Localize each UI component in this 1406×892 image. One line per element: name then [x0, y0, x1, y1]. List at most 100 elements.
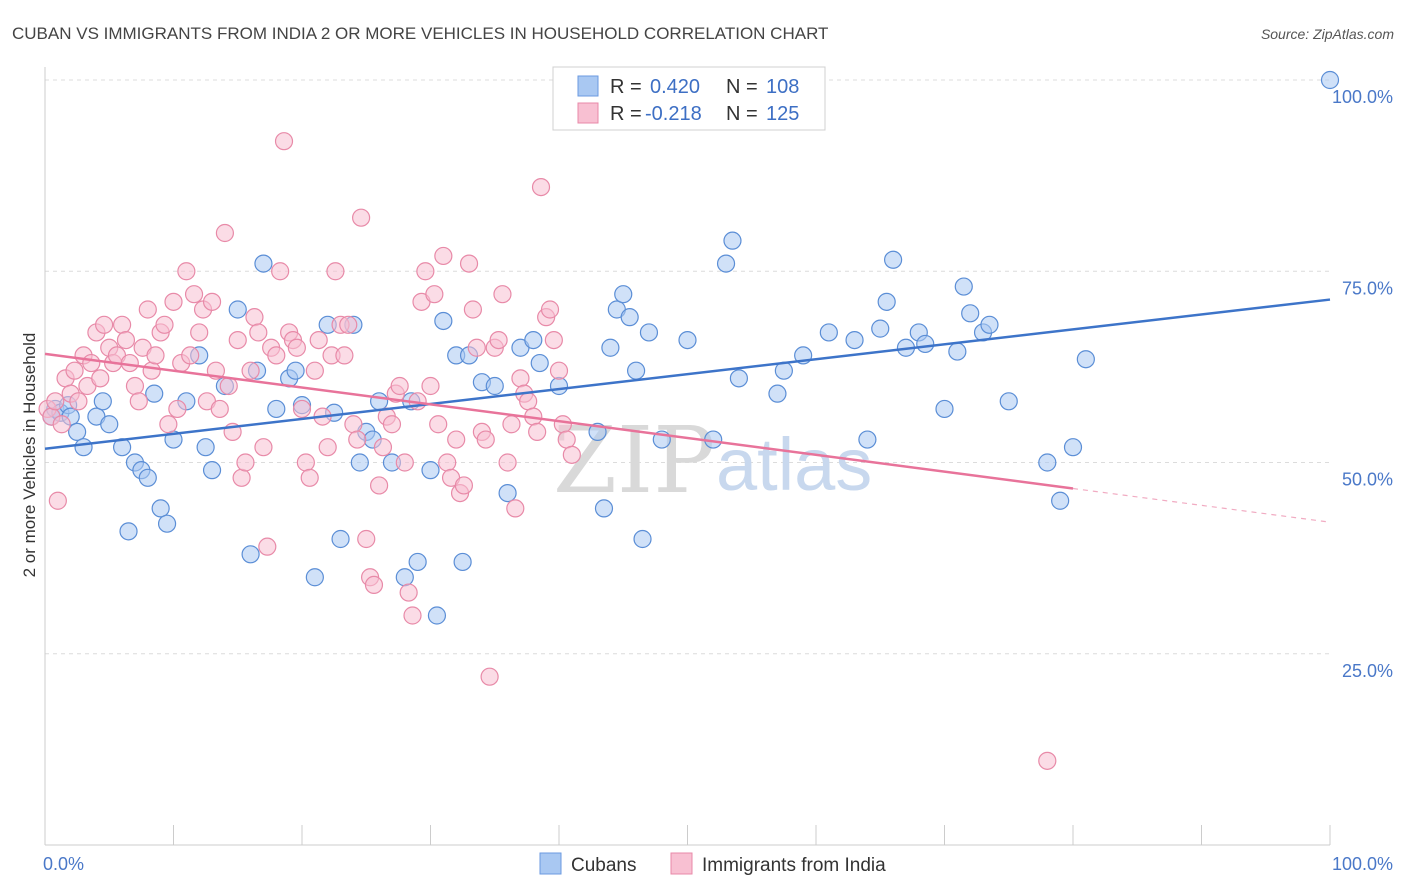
cubans-trend-line [44, 298, 1331, 450]
cubans-point-27 [254, 254, 273, 273]
india-trend-extension [1072, 487, 1331, 523]
india-point-94 [438, 453, 457, 472]
grid-lines [45, 79, 1330, 655]
india-point-86 [403, 606, 422, 625]
india-point-124 [1038, 751, 1057, 770]
india-point-34 [181, 346, 200, 365]
india-point-26 [146, 346, 165, 365]
cubans-point-55 [524, 331, 543, 350]
legend-r-label-cubans: R = [610, 76, 642, 98]
cubans-point-80 [877, 292, 896, 311]
india-point-89 [416, 262, 435, 281]
india-trend-line [44, 352, 1074, 490]
india-point-61 [296, 453, 315, 472]
india-point-99 [459, 254, 479, 273]
india-point-43 [219, 376, 238, 396]
series-legend-label-india: Immigrants from India [702, 855, 886, 876]
india-point-60 [292, 399, 312, 419]
india-point-90 [421, 376, 440, 396]
cubans-point-42 [395, 568, 414, 587]
india-point-46 [232, 468, 251, 487]
cubans-point-87 [954, 277, 973, 296]
india-point-109 [502, 415, 521, 434]
cubans-point-76 [819, 323, 838, 342]
cubans-point-11 [119, 522, 138, 541]
series-legend: Cubans Immigrants from India [539, 852, 886, 876]
india-point-48 [241, 361, 260, 380]
india-point-121 [553, 415, 572, 434]
india-point-33 [177, 262, 196, 281]
x-tick-label-0: 0.0% [43, 854, 84, 874]
cubans-point-44 [408, 552, 427, 572]
cubans-point-25 [241, 545, 260, 564]
cubans-point-94 [1063, 438, 1083, 457]
cubans-point-62 [614, 285, 633, 304]
cubans-point-63 [620, 308, 639, 327]
india-point-104 [480, 667, 499, 686]
cubans-point-9 [100, 415, 119, 434]
india-point-64 [309, 331, 328, 350]
legend-r-value-india: -0.218 [645, 103, 702, 125]
cubans-point-47 [434, 311, 453, 331]
legend-n-value-india: 125 [766, 103, 799, 125]
cubans-point-35 [331, 529, 350, 549]
legend-n-label-india: N = [726, 103, 758, 125]
legend-r-label-india: R = [610, 103, 642, 125]
cubans-point-22 [202, 461, 222, 480]
india-point-75 [357, 529, 376, 549]
india-point-118 [540, 300, 560, 319]
cubans-point-68 [678, 331, 697, 350]
india-point-56 [274, 132, 294, 151]
y-tick-labels: 25.0% 50.0% 75.0% 100.0% [1332, 87, 1393, 681]
india-point-62 [300, 468, 319, 487]
cubans-point-32 [305, 568, 324, 587]
cubans-point-65 [633, 529, 652, 549]
cubans-point-77 [845, 331, 864, 350]
india-point-71 [339, 315, 358, 334]
cubans-point-84 [916, 334, 935, 354]
india-point-66 [318, 438, 337, 457]
india-point-116 [531, 178, 551, 197]
cubans-point-57 [549, 376, 569, 396]
india-point-55 [271, 262, 290, 281]
cubans-point-8 [93, 392, 112, 411]
legend-swatch-cubans [577, 75, 599, 97]
cubans-point-21 [196, 438, 215, 457]
india-point-41 [210, 399, 229, 419]
cubans-point-6 [74, 438, 93, 457]
cubans-point-59 [594, 499, 614, 518]
legend-n-value-cubans: 108 [766, 76, 799, 98]
india-point-115 [528, 422, 547, 441]
india-point-108 [498, 453, 517, 472]
india-point-29 [159, 415, 178, 434]
legend-r-value-cubans: 0.420 [650, 76, 700, 98]
india-point-42 [215, 223, 234, 243]
india-point-68 [326, 262, 345, 281]
india-point-93 [434, 246, 453, 266]
cubans-point-95 [1076, 350, 1095, 369]
series-legend-swatch-cubans [539, 852, 562, 875]
legend-swatch-india [577, 102, 599, 124]
india-point-119 [544, 331, 563, 350]
india-point-13 [91, 369, 110, 388]
india-point-35 [184, 285, 204, 304]
india-point-83 [390, 376, 409, 396]
cubans-point-5 [68, 422, 87, 441]
cubans-point-71 [723, 231, 742, 250]
cubans-point-88 [961, 304, 980, 323]
correlation-legend: R = 0.420 N = 108 R = -0.218 N = 125 [552, 66, 826, 131]
india-point-101 [467, 338, 486, 357]
india-point-123 [562, 445, 581, 464]
cubans-point-45 [421, 461, 440, 480]
cubans-point-96 [1320, 70, 1340, 90]
trend-lines [44, 298, 1331, 523]
india-point-36 [190, 323, 209, 342]
cubans-point-15 [145, 384, 164, 403]
watermark-atlas: atlas [716, 423, 872, 506]
india-point-92 [429, 415, 448, 434]
chart-source: Source: ZipAtlas.com [1261, 26, 1394, 42]
y-tick-label-75: 75.0% [1342, 278, 1393, 298]
india-point-28 [155, 315, 174, 334]
cubans-point-73 [768, 384, 787, 403]
